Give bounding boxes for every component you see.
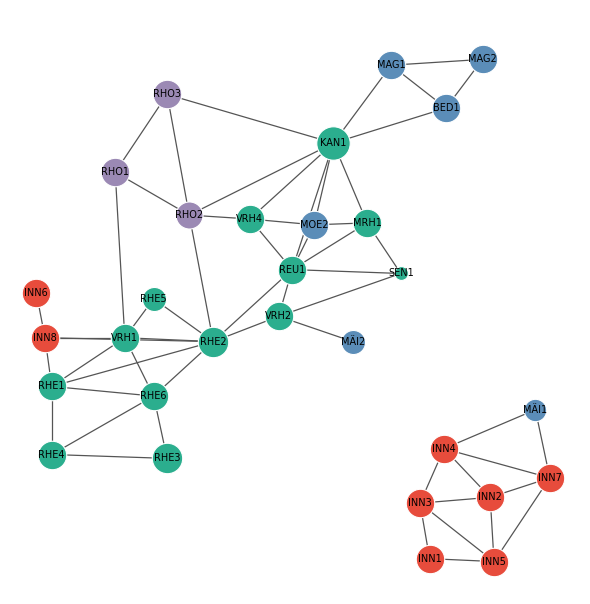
Point [47, 449, 57, 459]
Point [47, 382, 57, 391]
Point [348, 337, 358, 347]
Text: RHE5: RHE5 [140, 294, 167, 304]
Point [287, 265, 297, 274]
Text: MÄI2: MÄI2 [340, 336, 365, 347]
Text: INN2: INN2 [478, 492, 502, 503]
Point [478, 54, 487, 64]
Text: INN6: INN6 [24, 288, 48, 298]
Point [245, 214, 254, 224]
Text: INN4: INN4 [432, 444, 456, 454]
Text: REU1: REU1 [279, 265, 305, 275]
Text: VRH1: VRH1 [112, 333, 138, 342]
Text: RHE2: RHE2 [200, 336, 227, 347]
Text: SEN1: SEN1 [388, 269, 414, 278]
Point [310, 220, 319, 230]
Text: BED1: BED1 [432, 103, 459, 113]
Point [274, 312, 283, 321]
Text: MOE2: MOE2 [300, 220, 329, 230]
Point [386, 60, 396, 70]
Point [110, 167, 120, 177]
Point [425, 554, 434, 564]
Point [415, 498, 425, 508]
Point [530, 405, 540, 414]
Text: INN1: INN1 [418, 554, 441, 564]
Point [40, 333, 50, 342]
Point [489, 557, 499, 567]
Point [149, 391, 158, 401]
Text: VRH2: VRH2 [265, 311, 292, 321]
Point [362, 218, 372, 228]
Text: RHE3: RHE3 [154, 454, 181, 463]
Text: MAG1: MAG1 [377, 60, 405, 70]
Text: RHO1: RHO1 [101, 167, 129, 177]
Text: KAN1: KAN1 [320, 138, 347, 148]
Text: MAG2: MAG2 [468, 54, 497, 65]
Point [486, 492, 495, 502]
Text: VRH4: VRH4 [237, 214, 263, 224]
Text: RHO3: RHO3 [153, 89, 181, 100]
Point [329, 138, 338, 148]
Text: MRH1: MRH1 [353, 218, 382, 228]
Point [441, 103, 451, 113]
Text: RHE4: RHE4 [38, 449, 65, 460]
Text: RHE1: RHE1 [38, 381, 65, 391]
Text: MÄI1: MÄI1 [523, 405, 548, 415]
Point [440, 444, 449, 454]
Point [396, 269, 405, 278]
Text: INN7: INN7 [538, 473, 562, 483]
Text: RHE6: RHE6 [140, 391, 167, 401]
Point [120, 333, 130, 342]
Point [208, 337, 218, 347]
Text: INN5: INN5 [482, 556, 506, 567]
Point [149, 294, 158, 304]
Point [185, 210, 194, 220]
Text: INN3: INN3 [408, 498, 432, 508]
Point [162, 454, 172, 463]
Text: INN8: INN8 [33, 333, 57, 342]
Point [32, 288, 41, 298]
Point [162, 89, 172, 99]
Point [545, 473, 555, 483]
Text: RHO2: RHO2 [175, 210, 204, 220]
